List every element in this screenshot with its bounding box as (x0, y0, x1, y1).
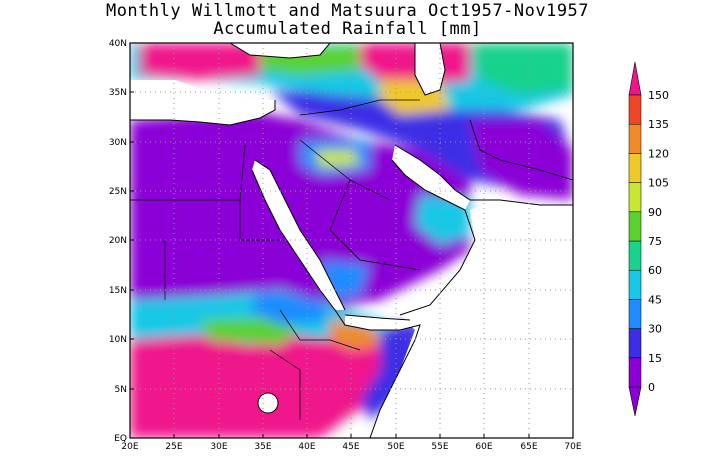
gridlines (130, 43, 573, 438)
colorbar-label: 45 (648, 293, 662, 306)
colorbar-label: 60 (648, 264, 662, 277)
lon-label: 50E (387, 442, 404, 452)
lon-label: 25E (165, 442, 182, 452)
colorbar-swatch (628, 94, 642, 125)
lat-label: 30N (109, 138, 127, 148)
colorbar: 0 15 30 45 60 75 90 105 120 135 150 (628, 61, 669, 417)
lon-label: 20E (121, 442, 138, 452)
colorbar-label: 135 (648, 118, 669, 131)
chart-title-line1: Monthly Willmott and Matsuura Oct1957-No… (105, 1, 590, 21)
colorbar-under-arrow (628, 386, 642, 417)
lat-label: 25N (109, 187, 127, 197)
colorbar-label: 75 (648, 235, 662, 248)
colorbar-label: 90 (648, 206, 662, 219)
lon-label: 55E (431, 442, 448, 452)
colorbar-swatch (628, 123, 642, 154)
tick-marks (129, 42, 574, 439)
lat-label: EQ (114, 434, 127, 444)
colorbar-over-arrow (628, 61, 642, 96)
sea-mask (130, 43, 573, 438)
lat-label: 5N (115, 385, 127, 395)
colorbar-swatch (628, 211, 642, 242)
lat-label: 20N (109, 236, 127, 246)
lon-label: 45E (342, 442, 359, 452)
colorbar-swatch (628, 269, 642, 300)
lon-label: 60E (475, 442, 492, 452)
colorbar-label: 120 (648, 147, 669, 160)
colorbar-label: 0 (648, 381, 655, 394)
colorbar-label: 105 (648, 177, 669, 190)
lat-label: 10N (109, 335, 127, 345)
lat-tick-labels: EQ 5N 10N 15N 20N 25N 30N 35N 40N (109, 39, 127, 444)
colorbar-swatch (628, 328, 642, 359)
colorbar-swatch (628, 299, 642, 329)
lat-label: 35N (109, 88, 127, 98)
lat-label: 40N (109, 39, 127, 49)
colorbar-label: 30 (648, 323, 662, 336)
lon-label: 30E (210, 442, 227, 452)
colorbar-swatch (628, 153, 642, 183)
lon-tick-labels: 20E 25E 30E 35E 40E 45E 50E 55E 60E 65E … (121, 442, 581, 452)
lon-label: 65E (520, 442, 537, 452)
colorbar-swatch (628, 240, 642, 271)
colorbar-label: 15 (648, 352, 662, 365)
colorbar-swatch (628, 182, 642, 213)
lat-label: 15N (109, 286, 127, 296)
colorbar-label: 150 (648, 89, 669, 102)
colorbar-swatch (628, 357, 642, 388)
lon-label: 70E (564, 442, 581, 452)
lon-label: 40E (298, 442, 315, 452)
lon-label: 35E (254, 442, 271, 452)
chart-title-line2: Accumulated Rainfall [mm] (213, 19, 482, 39)
